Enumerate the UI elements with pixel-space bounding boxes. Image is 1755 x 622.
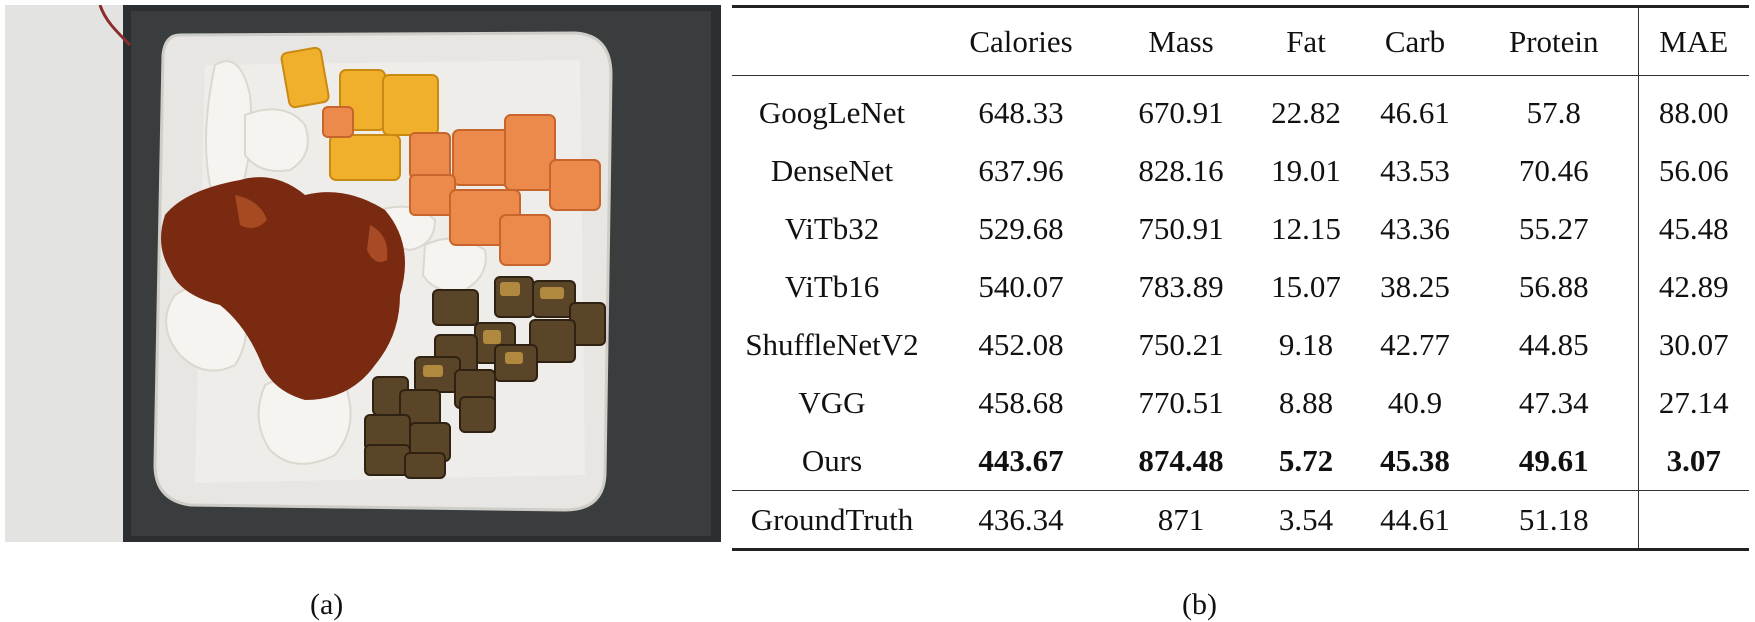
food-photo (5, 5, 721, 542)
mass-value: 871 (1110, 490, 1252, 551)
header-carb: Carb (1360, 5, 1470, 76)
method-name: ViTb16 (784, 269, 880, 304)
fat-value: 12.15 (1271, 211, 1341, 246)
carb-value: 45.38 (1380, 443, 1450, 478)
header-calories: Calories (932, 5, 1110, 76)
calories-value: 540.07 (978, 269, 1064, 304)
mass-value: 750.21 (1138, 327, 1224, 362)
protein-value: 57.8 (1526, 95, 1581, 130)
calories-value: 452.08 (978, 327, 1064, 362)
mass-value: 828.16 (1138, 153, 1224, 188)
method-name: GoogLeNet (758, 95, 906, 130)
table-row: ViTb16 540.07 783.89 15.07 38.25 56.88 4… (732, 258, 1749, 316)
table-surface-left (5, 5, 125, 542)
protein-value: 70.46 (1518, 153, 1589, 188)
sauce (161, 177, 405, 400)
header-method (732, 5, 932, 76)
header-mass: Mass (1110, 5, 1252, 76)
mass-value: 670.91 (1138, 95, 1224, 130)
mass-value: 783.89 (1138, 269, 1224, 304)
method-name: DenseNet (770, 153, 894, 188)
table-row: VGG 458.68 770.51 8.88 40.9 47.34 27.14 (732, 374, 1749, 432)
table-row: ViTb32 529.68 750.91 12.15 43.36 55.27 4… (732, 200, 1749, 258)
mae-value: 27.14 (1637, 374, 1749, 432)
protein-value: 47.34 (1518, 385, 1589, 420)
method-name: Ours (801, 443, 863, 478)
mae-value: 30.07 (1637, 316, 1749, 374)
fat-value: 3.54 (1252, 490, 1360, 551)
table-row-ground-truth: GroundTruth 436.34 871 3.54 44.61 51.18 (732, 490, 1749, 551)
protein-value: 55.27 (1518, 211, 1589, 246)
mae-value: 45.48 (1637, 200, 1749, 258)
mass-value: 874.48 (1138, 443, 1224, 478)
carb-value: 43.36 (1380, 211, 1450, 246)
melon (322, 106, 601, 266)
carb-value: 38.25 (1380, 269, 1450, 304)
carb-value: 44.61 (1360, 490, 1470, 551)
calories-value: 529.68 (978, 211, 1064, 246)
carb-value: 42.77 (1380, 327, 1450, 362)
mae-value: 88.00 (1637, 75, 1749, 142)
table-row: GoogLeNet 648.33 670.91 22.82 46.61 57.8… (732, 75, 1749, 142)
method-name: VGG (798, 385, 866, 420)
results-table-container: Calories Mass Fat Carb Protein MAE GoogL… (732, 5, 1749, 551)
fat-value: 15.07 (1271, 269, 1341, 304)
mass-value: 770.51 (1138, 385, 1224, 420)
fat-value: 19.01 (1271, 153, 1341, 188)
fat-value: 5.72 (1278, 443, 1334, 478)
method-name: GroundTruth (732, 490, 932, 551)
calories-value: 436.34 (932, 490, 1110, 551)
mae-value: 42.89 (1637, 258, 1749, 316)
caption-b: (b) (1182, 588, 1217, 621)
mae-value: 3.07 (1637, 432, 1749, 491)
results-table: Calories Mass Fat Carb Protein MAE GoogL… (732, 5, 1749, 551)
calories-value: 443.67 (978, 443, 1064, 478)
header-protein: Protein (1470, 5, 1638, 76)
mass-value: 750.91 (1138, 211, 1224, 246)
protein-value: 49.61 (1518, 443, 1589, 478)
calories-value: 648.33 (978, 95, 1064, 130)
cable (98, 5, 132, 47)
mae-value: 56.06 (1637, 142, 1749, 200)
caption-a: (a) (310, 588, 344, 621)
calories-value: 458.68 (978, 385, 1064, 420)
table-row: ShuffleNetV2 452.08 750.21 9.18 42.77 44… (732, 316, 1749, 374)
mae-value (1637, 490, 1749, 551)
table-row-ours: Ours 443.67 874.48 5.72 45.38 49.61 3.07 (732, 432, 1749, 491)
header-fat: Fat (1252, 5, 1360, 76)
carb-value: 46.61 (1380, 95, 1450, 130)
eggplant-highlights (423, 282, 564, 377)
sauce-highlight-2 (367, 225, 388, 263)
pineapple (280, 46, 439, 181)
protein-value: 56.88 (1518, 269, 1589, 304)
header-row: Calories Mass Fat Carb Protein MAE (732, 5, 1749, 76)
carb-value: 43.53 (1380, 153, 1450, 188)
protein-value: 51.18 (1470, 490, 1638, 551)
table-row: DenseNet 637.96 828.16 19.01 43.53 70.46… (732, 142, 1749, 200)
fat-value: 9.18 (1278, 327, 1334, 362)
calories-value: 637.96 (978, 153, 1064, 188)
protein-value: 44.85 (1518, 327, 1589, 362)
method-name: ViTb32 (784, 211, 880, 246)
header-mae: MAE (1637, 5, 1749, 76)
carb-value: 40.9 (1387, 385, 1443, 420)
fat-value: 22.82 (1271, 95, 1341, 130)
sauce-highlight (235, 195, 267, 229)
fat-value: 8.88 (1278, 385, 1334, 420)
method-name: ShuffleNetV2 (745, 327, 919, 362)
